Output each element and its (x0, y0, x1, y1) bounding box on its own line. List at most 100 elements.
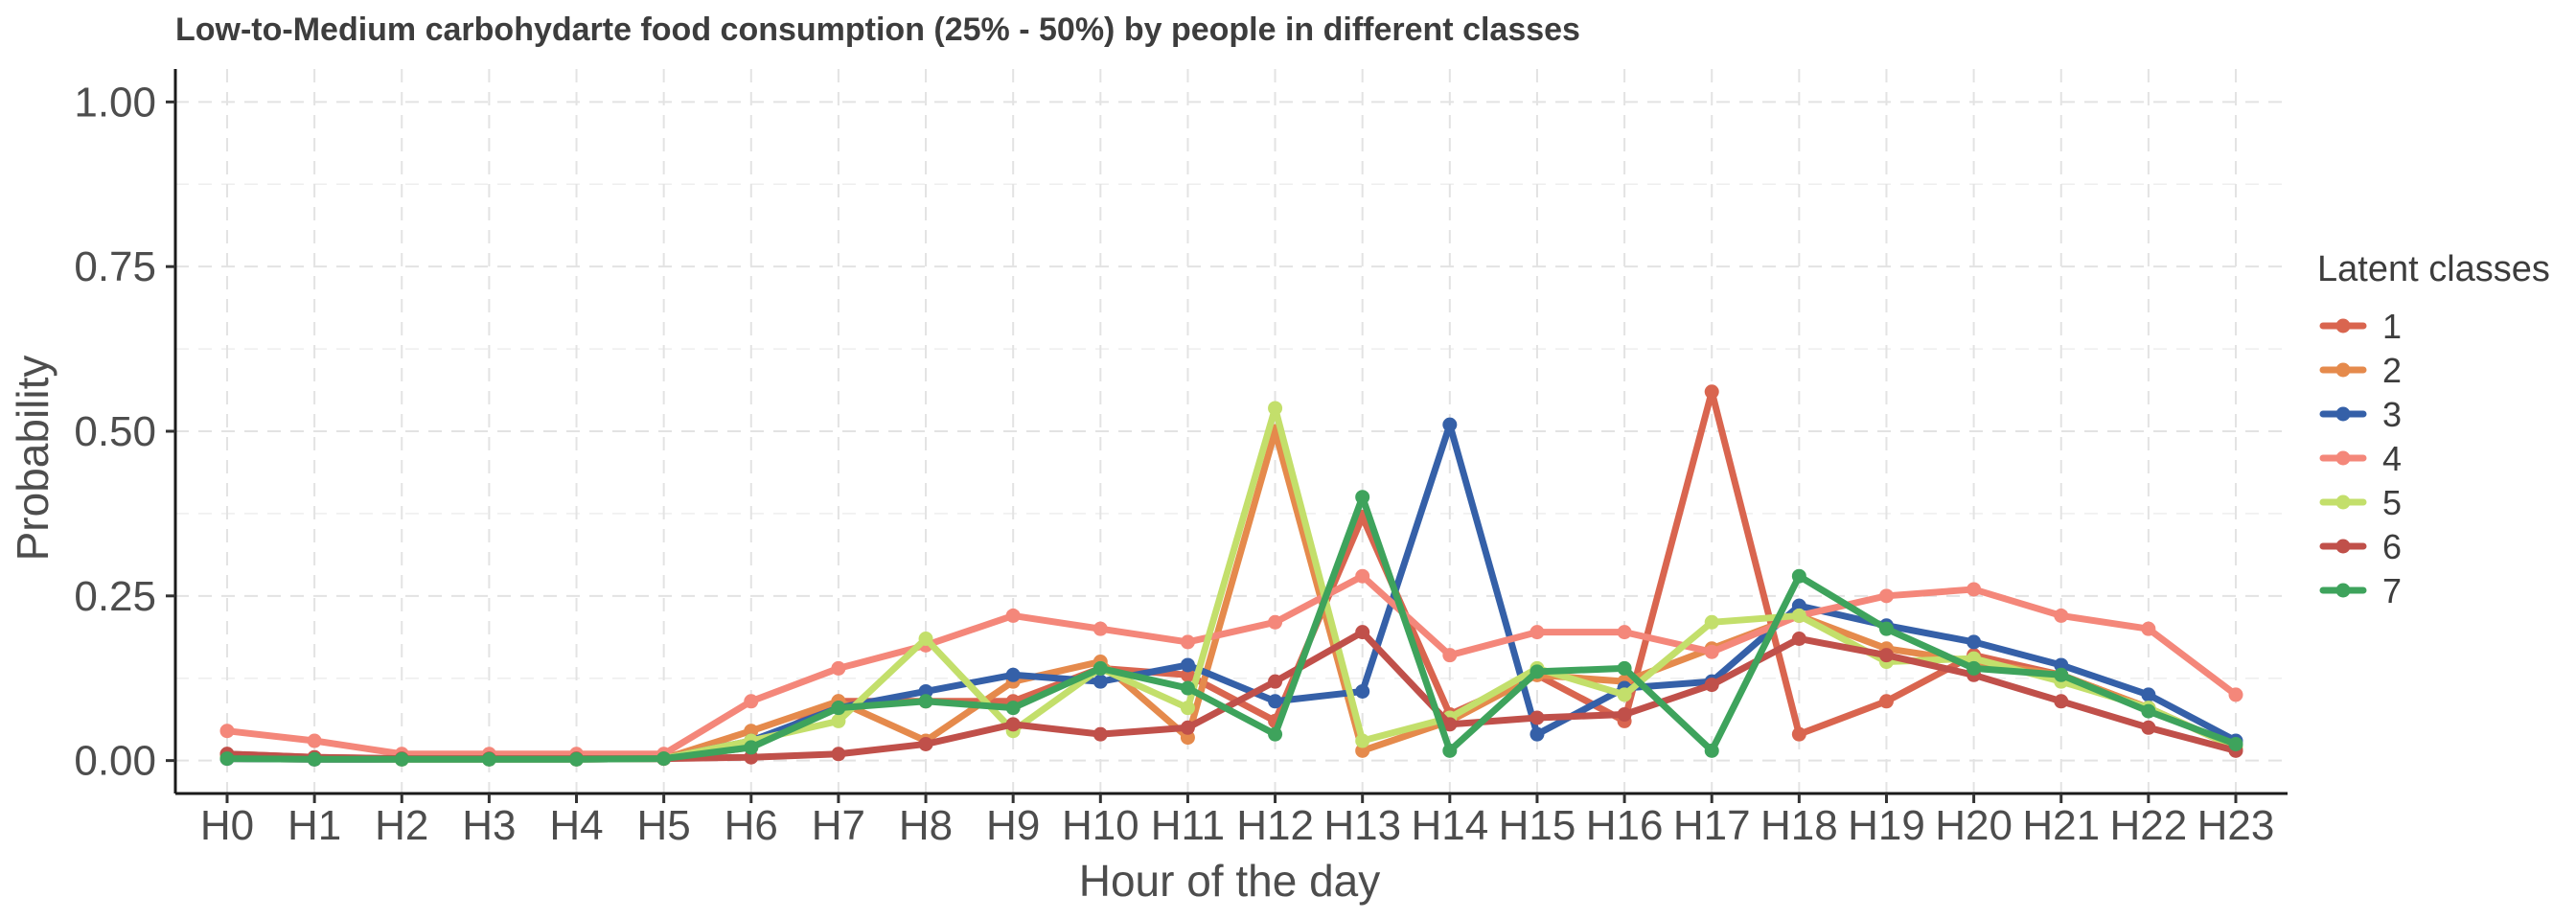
x-tick-label: H21 (2022, 802, 2100, 849)
data-point (1180, 667, 1195, 682)
data-point (1617, 625, 1632, 640)
legend-label: 4 (2382, 439, 2402, 478)
x-tick-label: H15 (1499, 802, 1576, 849)
data-point (1092, 726, 1108, 742)
data-point (1180, 720, 1195, 735)
legend-label: 2 (2382, 351, 2402, 390)
data-point (1005, 701, 1021, 716)
x-tick-label: H0 (200, 802, 254, 849)
data-point (1966, 651, 1982, 666)
data-point (1704, 614, 1719, 630)
data-point (1791, 608, 1806, 623)
legend-item-6: 6 (2319, 527, 2402, 566)
x-tick-label: H14 (1411, 802, 1488, 849)
data-point (1704, 743, 1719, 758)
data-point (1704, 384, 1719, 400)
legend-marker (2335, 362, 2351, 378)
data-point (307, 733, 322, 748)
x-tick-label: H5 (637, 802, 691, 849)
data-point (1180, 730, 1195, 746)
data-point (744, 740, 759, 755)
data-point (1268, 674, 1283, 689)
data-point (1878, 588, 1894, 604)
data-point (1617, 707, 1632, 723)
x-tick-label: H19 (1848, 802, 1925, 849)
data-point (1092, 674, 1108, 689)
series-group (219, 384, 2243, 767)
data-point (1791, 598, 1806, 613)
series-7 (219, 490, 2243, 767)
data-point (1355, 733, 1370, 748)
legend-item-4: 4 (2319, 439, 2402, 478)
data-point (2054, 657, 2069, 673)
series-line (223, 494, 2240, 763)
data-point (1791, 631, 1806, 646)
data-point (2141, 703, 2156, 719)
data-point (1878, 694, 1894, 709)
data-point (1617, 687, 1632, 702)
x-tick-label: H8 (899, 802, 953, 849)
legend-marker (2335, 450, 2351, 466)
data-point (1180, 657, 1195, 673)
data-point (2141, 621, 2156, 636)
series-line (223, 572, 2240, 758)
data-point (1442, 648, 1458, 663)
data-point (1355, 683, 1370, 699)
data-point (1092, 621, 1108, 636)
data-point (656, 751, 672, 767)
data-point (569, 751, 585, 767)
data-point (1530, 625, 1545, 640)
x-axis-title: Hour of the day (1079, 856, 1381, 906)
y-tick-label: 1.00 (74, 79, 156, 126)
data-point (831, 660, 846, 676)
x-tick-label: H1 (288, 802, 341, 849)
legend-label: 6 (2382, 527, 2402, 566)
x-tick-label: H12 (1236, 802, 1314, 849)
legend-marker (2335, 318, 2351, 334)
data-point (219, 751, 235, 767)
data-point (2141, 720, 2156, 735)
data-point (831, 713, 846, 728)
data-point (2228, 687, 2243, 702)
legend-item-1: 1 (2319, 307, 2402, 346)
legend-marker (2335, 539, 2351, 554)
y-tick-label: 0.75 (74, 243, 156, 290)
x-tick-label: H9 (986, 802, 1040, 849)
x-tick-label: H4 (549, 802, 603, 849)
x-tick-label: H3 (462, 802, 516, 849)
data-point (1791, 726, 1806, 742)
x-tick-label: H6 (724, 802, 778, 849)
data-point (2054, 608, 2069, 623)
legend-item-7: 7 (2319, 571, 2402, 610)
data-point (1268, 614, 1283, 630)
series-4 (219, 568, 2243, 762)
x-tick-label: H7 (812, 802, 865, 849)
data-point (1704, 678, 1719, 693)
legend-marker (2335, 494, 2351, 510)
data-point (1878, 621, 1894, 636)
data-point (1355, 625, 1370, 640)
data-point (1530, 726, 1545, 742)
x-tick-label: H2 (375, 802, 428, 849)
data-point (1966, 634, 1982, 650)
tick-labels: 0.00 0.25 0.50 0.75 1.00 H0 H1 H2 H3 H4 H5 H6 H7 H8 H9… (74, 79, 2274, 849)
x-tick-label: H18 (1760, 802, 1838, 849)
data-point (1530, 664, 1545, 679)
legend: Latent classes 1 2 3 4 5 6 7 (2317, 249, 2550, 610)
legend-title: Latent classes (2317, 249, 2550, 289)
legend-marker (2335, 583, 2351, 598)
data-point (744, 694, 759, 709)
data-point (1092, 660, 1108, 676)
data-point (1355, 743, 1370, 758)
legend-label: 1 (2382, 307, 2402, 346)
data-point (1617, 660, 1632, 676)
y-tick-label: 0.25 (74, 573, 156, 620)
data-point (1180, 634, 1195, 650)
data-point (1005, 667, 1021, 682)
data-point (831, 747, 846, 762)
data-point (1791, 568, 1806, 584)
x-tick-label: H20 (1935, 802, 2012, 849)
data-point (918, 736, 933, 751)
data-point (1355, 568, 1370, 584)
